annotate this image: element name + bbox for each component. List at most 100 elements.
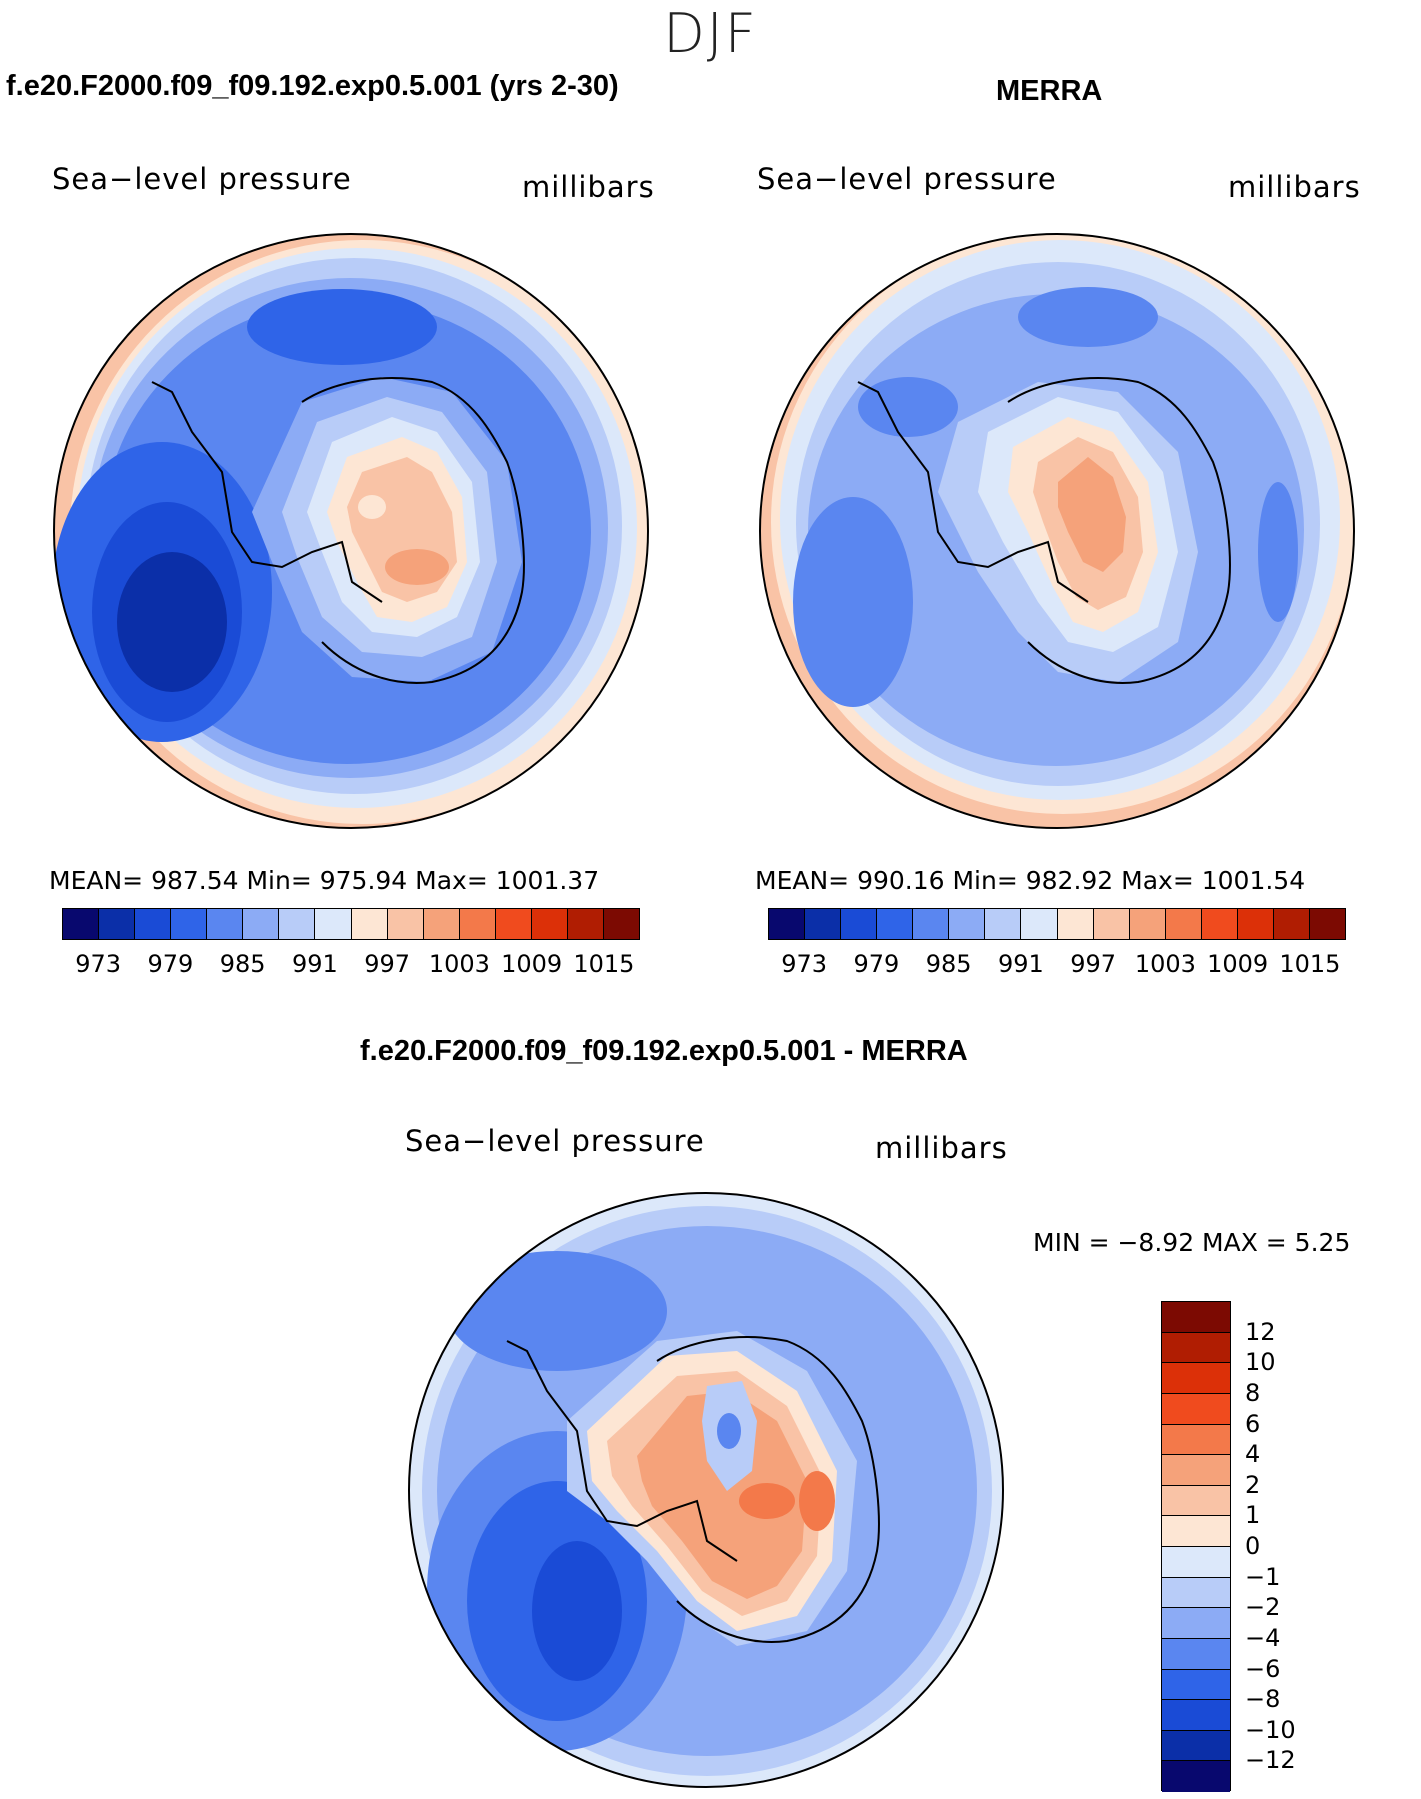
model-variable-label: Sea−level pressure	[52, 162, 352, 196]
colorbar-swatch	[351, 909, 388, 939]
diff-panel-title: f.e20.F2000.f09_f09.192.exp0.5.001 - MER…	[360, 1035, 968, 1067]
colorbar-tick-label: 4	[1245, 1440, 1261, 1469]
colorbar-tick-label: −1	[1245, 1562, 1281, 1591]
colorbar-tick-label: 1003	[428, 950, 490, 978]
colorbar-swatch	[387, 909, 424, 939]
model-stats-text: MEAN= 987.54 Min= 975.94 Max= 1001.37	[49, 866, 600, 895]
colorbar-swatch	[1273, 909, 1310, 939]
diff-colorbar-ticks: 12 10 8 6 4 2 1 0 −1 −2 −4 −6 −8 −10 −12	[1245, 1301, 1305, 1791]
colorbar-tick-label: 997	[1070, 950, 1117, 978]
colorbar-swatch	[315, 909, 352, 939]
model-colorbar-ticks: 973 979 985 991 997 1003 1009 1015	[62, 950, 640, 980]
colorbar-swatch	[841, 909, 878, 939]
colorbar-swatch	[171, 909, 208, 939]
diff-colorbar	[1161, 1301, 1231, 1792]
colorbar-tick-label: 973	[75, 950, 122, 978]
model-polar-map	[53, 233, 649, 829]
obs-units-label: millibars	[1228, 170, 1361, 204]
obs-panel-title: MERRA	[996, 75, 1103, 107]
colorbar-tick-label: −2	[1245, 1593, 1281, 1622]
colorbar-swatch	[1162, 1577, 1230, 1609]
colorbar-swatch	[805, 909, 842, 939]
colorbar-tick-label: 973	[781, 950, 828, 978]
colorbar-tick-label: 2	[1245, 1470, 1261, 1499]
colorbar-tick-label: 12	[1245, 1317, 1276, 1346]
colorbar-swatch	[1162, 1547, 1230, 1578]
colorbar-tick-label: −10	[1245, 1715, 1296, 1744]
model-colorbar	[62, 908, 640, 940]
colorbar-swatch	[1057, 909, 1094, 939]
colorbar-swatch	[1162, 1302, 1230, 1333]
colorbar-tick-label: 997	[364, 950, 411, 978]
colorbar-swatch	[985, 909, 1022, 939]
colorbar-swatch	[1162, 1669, 1230, 1701]
colorbar-swatch	[495, 909, 532, 939]
colorbar-swatch	[1201, 909, 1238, 939]
colorbar-swatch	[1162, 1393, 1230, 1425]
colorbar-tick-label: −12	[1245, 1746, 1296, 1775]
obs-variable-label: Sea−level pressure	[757, 162, 1057, 196]
obs-polar-map	[759, 233, 1355, 829]
colorbar-swatch	[567, 909, 604, 939]
colorbar-swatch	[1237, 909, 1274, 939]
colorbar-swatch	[63, 909, 100, 939]
colorbar-tick-label: 1009	[501, 950, 563, 978]
colorbar-tick-label: −8	[1245, 1685, 1281, 1714]
diff-units-label: millibars	[875, 1131, 1008, 1165]
colorbar-swatch	[99, 909, 136, 939]
colorbar-swatch	[1162, 1332, 1230, 1364]
model-units-label: millibars	[522, 170, 655, 204]
season-title: DJF	[663, 2, 758, 65]
obs-colorbar	[768, 908, 1346, 940]
colorbar-swatch	[1093, 909, 1130, 939]
diff-stats-text: MIN = −8.92 MAX = 5.25	[1033, 1228, 1351, 1257]
colorbar-tick-label: −4	[1245, 1623, 1281, 1652]
colorbar-tick-label: 979	[853, 950, 900, 978]
diff-variable-label: Sea−level pressure	[405, 1124, 705, 1158]
colorbar-swatch	[877, 909, 914, 939]
colorbar-tick-label: 10	[1245, 1348, 1276, 1377]
colorbar-tick-label: 991	[291, 950, 338, 978]
colorbar-swatch	[913, 909, 950, 939]
colorbar-tick-label: 0	[1245, 1532, 1261, 1560]
colorbar-tick-label: 6	[1245, 1409, 1261, 1438]
colorbar-swatch	[1162, 1700, 1230, 1731]
colorbar-swatch	[1165, 909, 1202, 939]
colorbar-swatch	[1021, 909, 1058, 939]
colorbar-swatch	[1162, 1455, 1230, 1486]
colorbar-swatch	[769, 909, 806, 939]
colorbar-swatch	[243, 909, 280, 939]
colorbar-swatch	[1309, 909, 1345, 939]
colorbar-swatch	[1162, 1608, 1230, 1639]
colorbar-swatch	[1162, 1730, 1230, 1762]
colorbar-swatch	[279, 909, 316, 939]
obs-stats-text: MEAN= 990.16 Min= 982.92 Max= 1001.54	[755, 866, 1306, 895]
colorbar-swatch	[423, 909, 460, 939]
colorbar-tick-label: −6	[1245, 1654, 1281, 1683]
colorbar-swatch	[1162, 1363, 1230, 1394]
diff-polar-map	[408, 1192, 1004, 1788]
colorbar-swatch	[135, 909, 172, 939]
colorbar-swatch	[1162, 1638, 1230, 1670]
colorbar-swatch	[1162, 1485, 1230, 1517]
colorbar-tick-label: 985	[925, 950, 972, 978]
colorbar-swatch	[459, 909, 496, 939]
colorbar-swatch	[531, 909, 568, 939]
colorbar-tick-label: 1015	[1279, 950, 1341, 978]
colorbar-swatch	[1129, 909, 1166, 939]
colorbar-tick-label: 991	[997, 950, 1044, 978]
colorbar-tick-label: 985	[219, 950, 266, 978]
obs-colorbar-ticks: 973 979 985 991 997 1003 1009 1015	[768, 950, 1346, 980]
colorbar-tick-label: 1003	[1134, 950, 1196, 978]
colorbar-swatch	[1162, 1424, 1230, 1456]
colorbar-swatch	[207, 909, 244, 939]
colorbar-tick-label: 8	[1245, 1378, 1261, 1407]
colorbar-tick-label: 1009	[1207, 950, 1269, 978]
colorbar-tick-label: 979	[147, 950, 194, 978]
colorbar-swatch	[1162, 1516, 1230, 1547]
model-panel-title: f.e20.F2000.f09_f09.192.exp0.5.001 (yrs …	[6, 70, 619, 102]
colorbar-swatch	[1162, 1761, 1230, 1792]
colorbar-swatch	[603, 909, 639, 939]
colorbar-tick-label: 1015	[573, 950, 635, 978]
colorbar-tick-label: 1	[1245, 1501, 1261, 1530]
